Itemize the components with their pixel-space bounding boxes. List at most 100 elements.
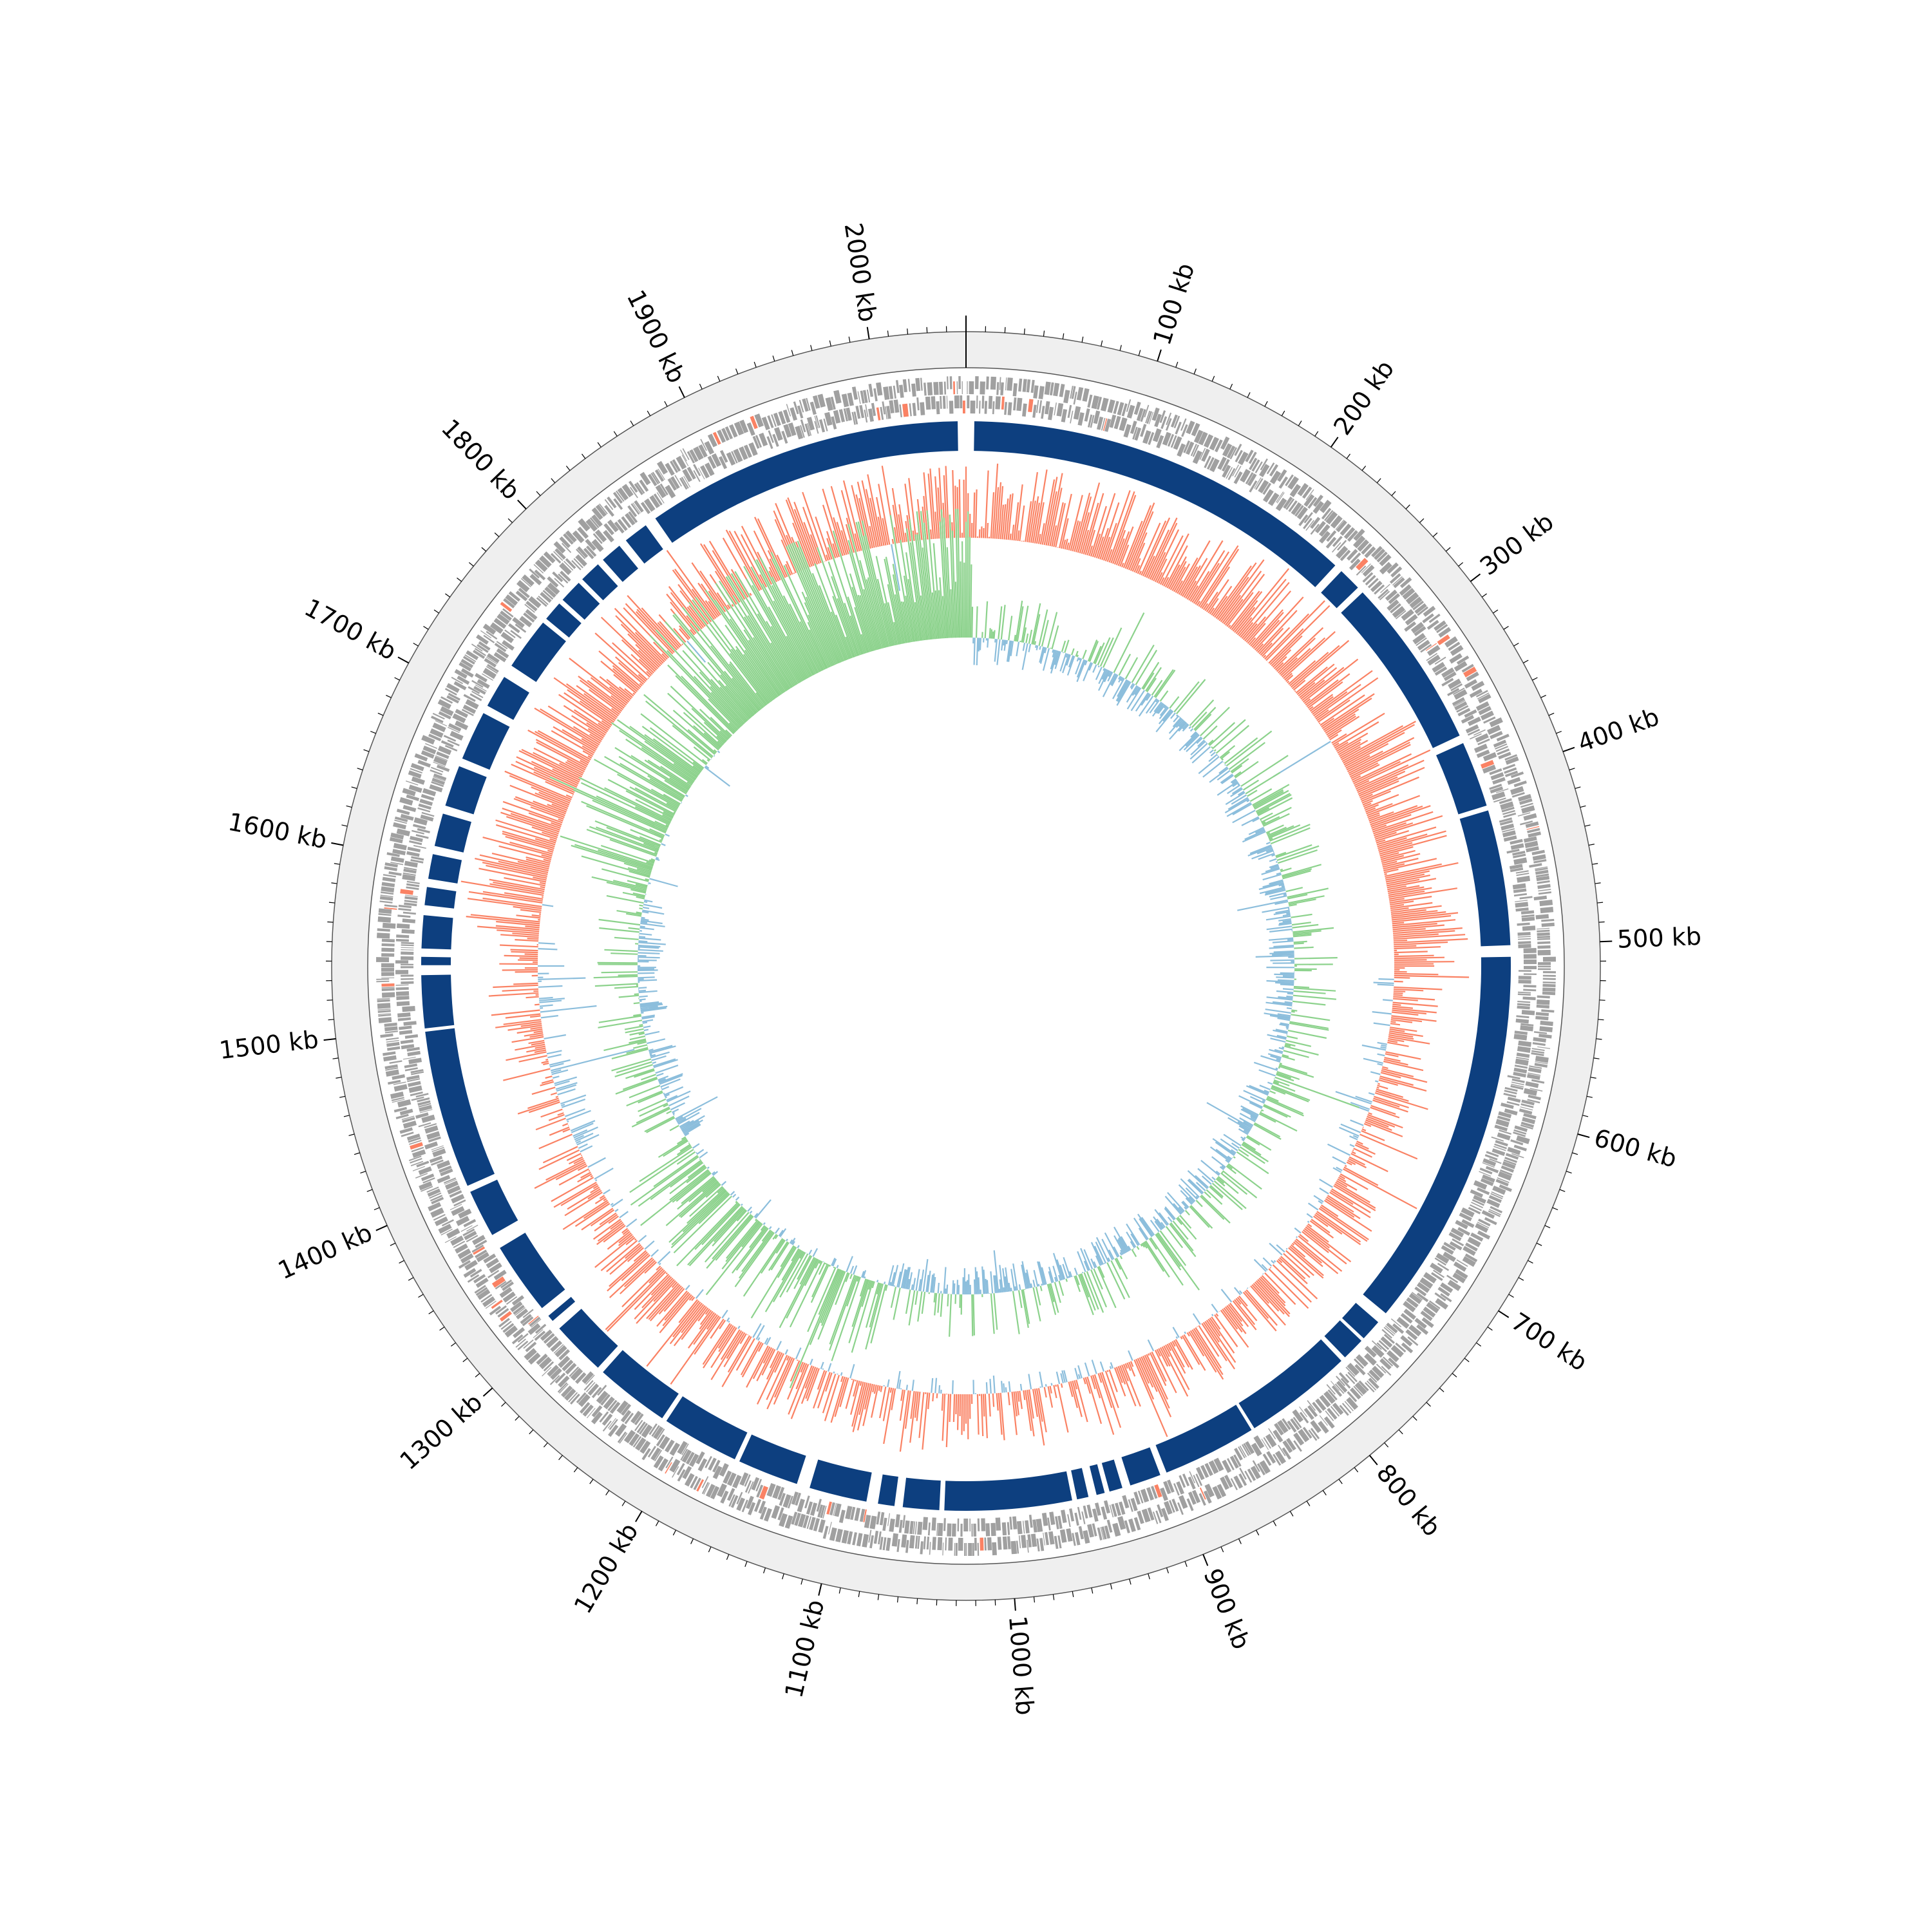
forward-feature bbox=[729, 424, 738, 438]
forward-feature bbox=[386, 1046, 401, 1051]
reverse-feature bbox=[1134, 427, 1142, 441]
forward-feature bbox=[1199, 1487, 1206, 1500]
forward-feature bbox=[1523, 836, 1537, 843]
reverse-feature bbox=[515, 1307, 526, 1316]
forward-feature bbox=[467, 1274, 480, 1283]
forward-feature bbox=[1495, 746, 1508, 752]
reverse-feature bbox=[680, 1448, 688, 1461]
forward-feature bbox=[1374, 548, 1386, 560]
forward-feature bbox=[473, 1274, 486, 1283]
reverse-feature bbox=[603, 529, 614, 543]
block-segment bbox=[1238, 1339, 1341, 1428]
forward-feature bbox=[1379, 1358, 1392, 1370]
forward-feature bbox=[1018, 1535, 1021, 1549]
forward-feature bbox=[1456, 655, 1470, 665]
block-segment bbox=[1155, 1405, 1252, 1473]
reverse-feature bbox=[916, 397, 920, 411]
forward-feature bbox=[395, 1113, 409, 1119]
forward-feature bbox=[650, 1447, 661, 1461]
forward-feature bbox=[1191, 1490, 1201, 1504]
minor-tick bbox=[363, 749, 370, 752]
reverse-feature bbox=[486, 1258, 499, 1269]
reverse-feature bbox=[471, 679, 484, 688]
reverse-feature bbox=[571, 560, 582, 571]
reverse-feature bbox=[1226, 467, 1233, 479]
reverse-feature bbox=[564, 560, 574, 571]
reverse-feature bbox=[603, 1396, 615, 1410]
minor-tick bbox=[346, 805, 352, 808]
forward-feature bbox=[386, 852, 400, 857]
block-segment bbox=[625, 525, 663, 564]
forward-feature bbox=[1542, 978, 1556, 980]
reverse-feature bbox=[483, 1253, 497, 1264]
reverse-feature bbox=[1069, 1508, 1075, 1522]
forward-feature bbox=[453, 681, 467, 690]
reverse-feature bbox=[401, 974, 414, 977]
forward-feature bbox=[1312, 495, 1323, 507]
reverse-feature bbox=[533, 1329, 544, 1338]
forward-feature bbox=[1171, 1499, 1179, 1512]
forward-feature bbox=[1504, 754, 1517, 761]
reverse-feature bbox=[889, 400, 895, 413]
reverse-feature bbox=[1243, 1443, 1251, 1455]
forward-feature bbox=[958, 1537, 963, 1551]
minor-tick bbox=[1281, 410, 1285, 417]
reverse-feature bbox=[417, 828, 430, 833]
minor-tick bbox=[726, 1554, 730, 1560]
forward-feature bbox=[505, 594, 518, 606]
block-segment bbox=[1321, 571, 1358, 609]
reverse-feature bbox=[433, 761, 446, 768]
forward-feature bbox=[393, 842, 407, 851]
tick-label: 1900 kb bbox=[621, 285, 691, 387]
reverse-feature bbox=[969, 1518, 971, 1531]
forward-feature bbox=[1071, 386, 1076, 399]
forward-feature bbox=[458, 1260, 471, 1269]
minor-tick bbox=[494, 532, 500, 537]
reverse-feature bbox=[422, 788, 437, 797]
reverse-feature bbox=[884, 406, 888, 419]
forward-feature bbox=[1323, 509, 1334, 522]
forward-feature bbox=[1504, 767, 1517, 774]
reverse-feature bbox=[510, 630, 522, 639]
reverse-feature bbox=[436, 764, 450, 772]
forward-feature bbox=[1030, 1533, 1037, 1548]
forward-feature bbox=[477, 1289, 491, 1300]
forward-feature bbox=[1259, 1460, 1271, 1474]
forward-feature bbox=[609, 1419, 618, 1430]
forward-feature bbox=[410, 762, 424, 772]
forward-feature bbox=[1249, 457, 1258, 471]
reverse-feature bbox=[1170, 435, 1177, 448]
major-tick bbox=[1330, 437, 1339, 448]
forward-feature bbox=[1511, 1153, 1524, 1159]
forward-feature bbox=[1537, 949, 1551, 956]
reverse-feature bbox=[1518, 976, 1531, 980]
reverse-feature bbox=[960, 1523, 963, 1537]
reverse-feature bbox=[429, 784, 443, 793]
reverse-feature bbox=[667, 478, 677, 491]
forward-feature bbox=[399, 1127, 413, 1134]
forward-feature bbox=[1534, 1063, 1548, 1068]
forward-feature bbox=[1260, 458, 1268, 471]
forward-feature bbox=[1531, 1052, 1544, 1057]
forward-feature bbox=[377, 1009, 391, 1010]
forward-feature bbox=[517, 1333, 529, 1343]
reverse-feature bbox=[410, 835, 423, 842]
forward-feature bbox=[1456, 1259, 1468, 1267]
forward-feature bbox=[639, 479, 649, 492]
forward-feature bbox=[693, 1477, 701, 1490]
forward-feature bbox=[852, 1532, 857, 1546]
minor-tick bbox=[1432, 532, 1438, 537]
forward-feature bbox=[1274, 1450, 1287, 1464]
reverse-feature bbox=[1467, 728, 1481, 736]
forward-feature bbox=[380, 1033, 393, 1038]
reverse-feature bbox=[450, 730, 464, 741]
reverse-feature bbox=[1383, 1334, 1395, 1344]
reverse-feature bbox=[1084, 408, 1090, 422]
reverse-feature bbox=[415, 1112, 429, 1119]
forward-feature bbox=[717, 1483, 727, 1497]
minor-tick bbox=[1439, 1387, 1444, 1392]
forward-feature bbox=[486, 630, 498, 640]
forward-feature bbox=[1217, 1484, 1227, 1497]
forward-feature bbox=[427, 1188, 441, 1197]
forward-feature bbox=[1344, 1401, 1354, 1412]
